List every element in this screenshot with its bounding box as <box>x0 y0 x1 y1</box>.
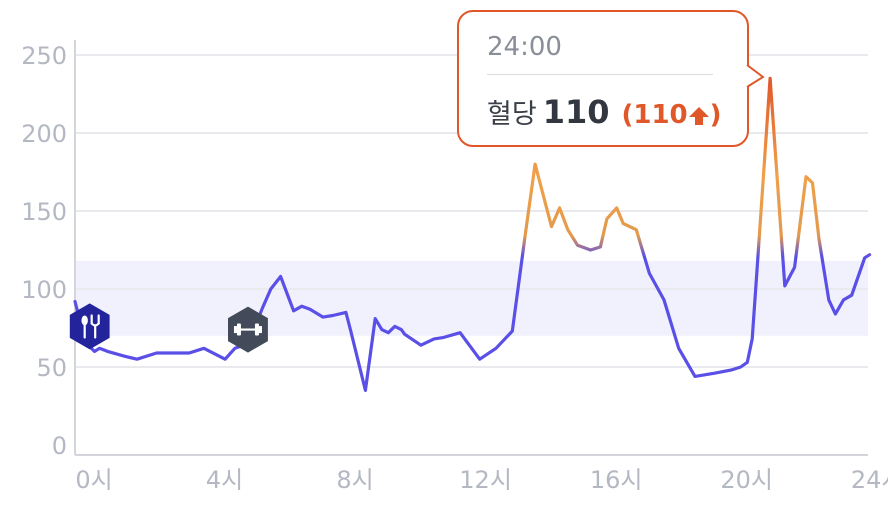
y-tick-label: 150 <box>21 198 67 226</box>
x-tick-label: 4시 <box>206 466 243 494</box>
y-tick-label: 100 <box>21 276 67 304</box>
y-tick-label: 200 <box>21 120 67 148</box>
y-tick-label: 50 <box>36 354 67 382</box>
arrow-up-icon <box>688 105 710 127</box>
x-tick-label: 16시 <box>590 466 643 494</box>
y-tick-label: 0 <box>52 432 67 460</box>
tooltip: 24:00 혈당 110 (110) <box>457 10 749 147</box>
tooltip-label: 혈당 <box>487 99 537 130</box>
tooltip-delta: (110) <box>621 100 721 130</box>
tooltip-delta-close: ) <box>710 100 722 130</box>
y-tick-label: 250 <box>21 42 67 70</box>
tooltip-time: 24:00 <box>487 32 562 62</box>
x-tick-label: 0시 <box>75 466 112 494</box>
x-tick-label: 20시 <box>720 466 773 494</box>
tooltip-pointer <box>745 64 769 88</box>
x-tick-label: 12시 <box>459 466 512 494</box>
tooltip-delta-value: 110 <box>633 100 687 130</box>
tooltip-value: 110 <box>543 93 610 131</box>
tooltip-divider <box>487 74 713 75</box>
x-tick-label: 8시 <box>336 466 373 494</box>
target-range-band <box>75 261 868 336</box>
tooltip-delta-open: ( <box>621 100 633 130</box>
x-tick-label: 24시 <box>851 466 888 494</box>
tooltip-value-row: 혈당 110 (110) <box>487 92 722 131</box>
